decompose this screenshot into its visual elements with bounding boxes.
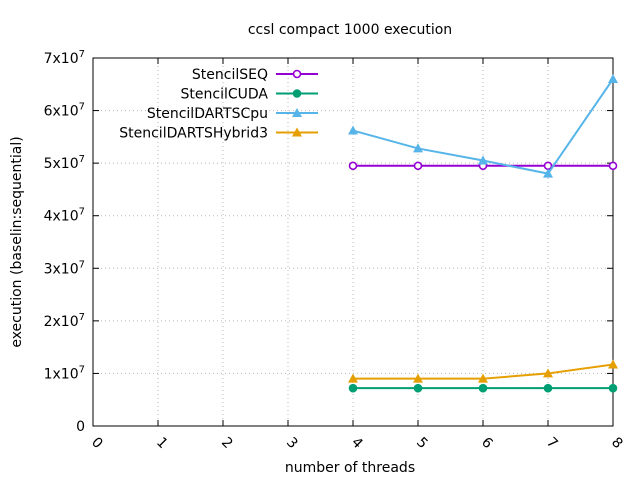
data-point (608, 359, 618, 369)
data-point (413, 373, 423, 383)
data-point (608, 74, 618, 84)
x-tick-label: 4 (348, 434, 366, 452)
chart-title: ccsl compact 1000 execution (248, 22, 452, 38)
data-point (348, 125, 358, 135)
legend-label: StencilDARTSCpu (147, 106, 268, 122)
legend-label: StencilSEQ (192, 67, 268, 83)
data-point (413, 143, 423, 153)
data-point (543, 161, 553, 171)
legend-marker (292, 108, 302, 117)
data-point (413, 161, 423, 171)
x-tick-label: 8 (608, 434, 626, 452)
grid-lines (93, 58, 613, 426)
legend-label: StencilDARTSHybrid3 (119, 126, 268, 142)
y-tick-label: 5x107 (44, 154, 85, 172)
series-1 (348, 161, 618, 171)
y-axis-ticks: 0 1x107 2x107 3x107 4x107 5x107 6x107 7x107 (44, 49, 613, 435)
legend-marker (292, 69, 302, 79)
x-tick-label: 0 (88, 434, 106, 452)
data-point (608, 383, 618, 393)
x-axis-label: number of threads (285, 460, 415, 476)
x-tick-label: 1 (153, 434, 171, 452)
x-tick-label: 2 (218, 434, 236, 452)
y-tick-label: 4x107 (44, 207, 85, 225)
series-3 (348, 74, 618, 178)
legend: StencilSEQ StencilCUDA StencilDARTSCpu Sten… (119, 67, 318, 142)
data-point (478, 155, 488, 165)
data-point (478, 383, 488, 393)
y-axis-label: execution (baselin:sequential) (9, 136, 25, 347)
data-point (543, 383, 553, 393)
series-2 (348, 383, 618, 393)
y-tick-label: 2x107 (44, 312, 85, 330)
data-point (413, 383, 423, 393)
data-point (348, 161, 358, 171)
x-tick-label: 5 (413, 434, 431, 452)
x-tick-label: 3 (283, 434, 301, 452)
data-point (543, 368, 553, 378)
legend-marker (292, 89, 302, 98)
y-tick-label: 7x107 (44, 49, 85, 67)
data-point (608, 161, 618, 171)
series-4 (348, 359, 618, 383)
y-tick-label: 3x107 (44, 259, 85, 277)
legend-label: StencilCUDA (181, 87, 269, 103)
x-tick-label: 6 (478, 434, 496, 452)
series-group (348, 74, 618, 393)
data-point (348, 373, 358, 383)
legend-marker (292, 127, 302, 137)
y-tick-label: 0 (76, 419, 85, 435)
y-tick-label: 6x107 (44, 102, 85, 120)
data-point (348, 383, 358, 393)
data-point (543, 168, 553, 178)
data-point (478, 373, 488, 383)
x-tick-label: 7 (543, 434, 561, 452)
y-tick-label: 1x107 (44, 364, 85, 382)
